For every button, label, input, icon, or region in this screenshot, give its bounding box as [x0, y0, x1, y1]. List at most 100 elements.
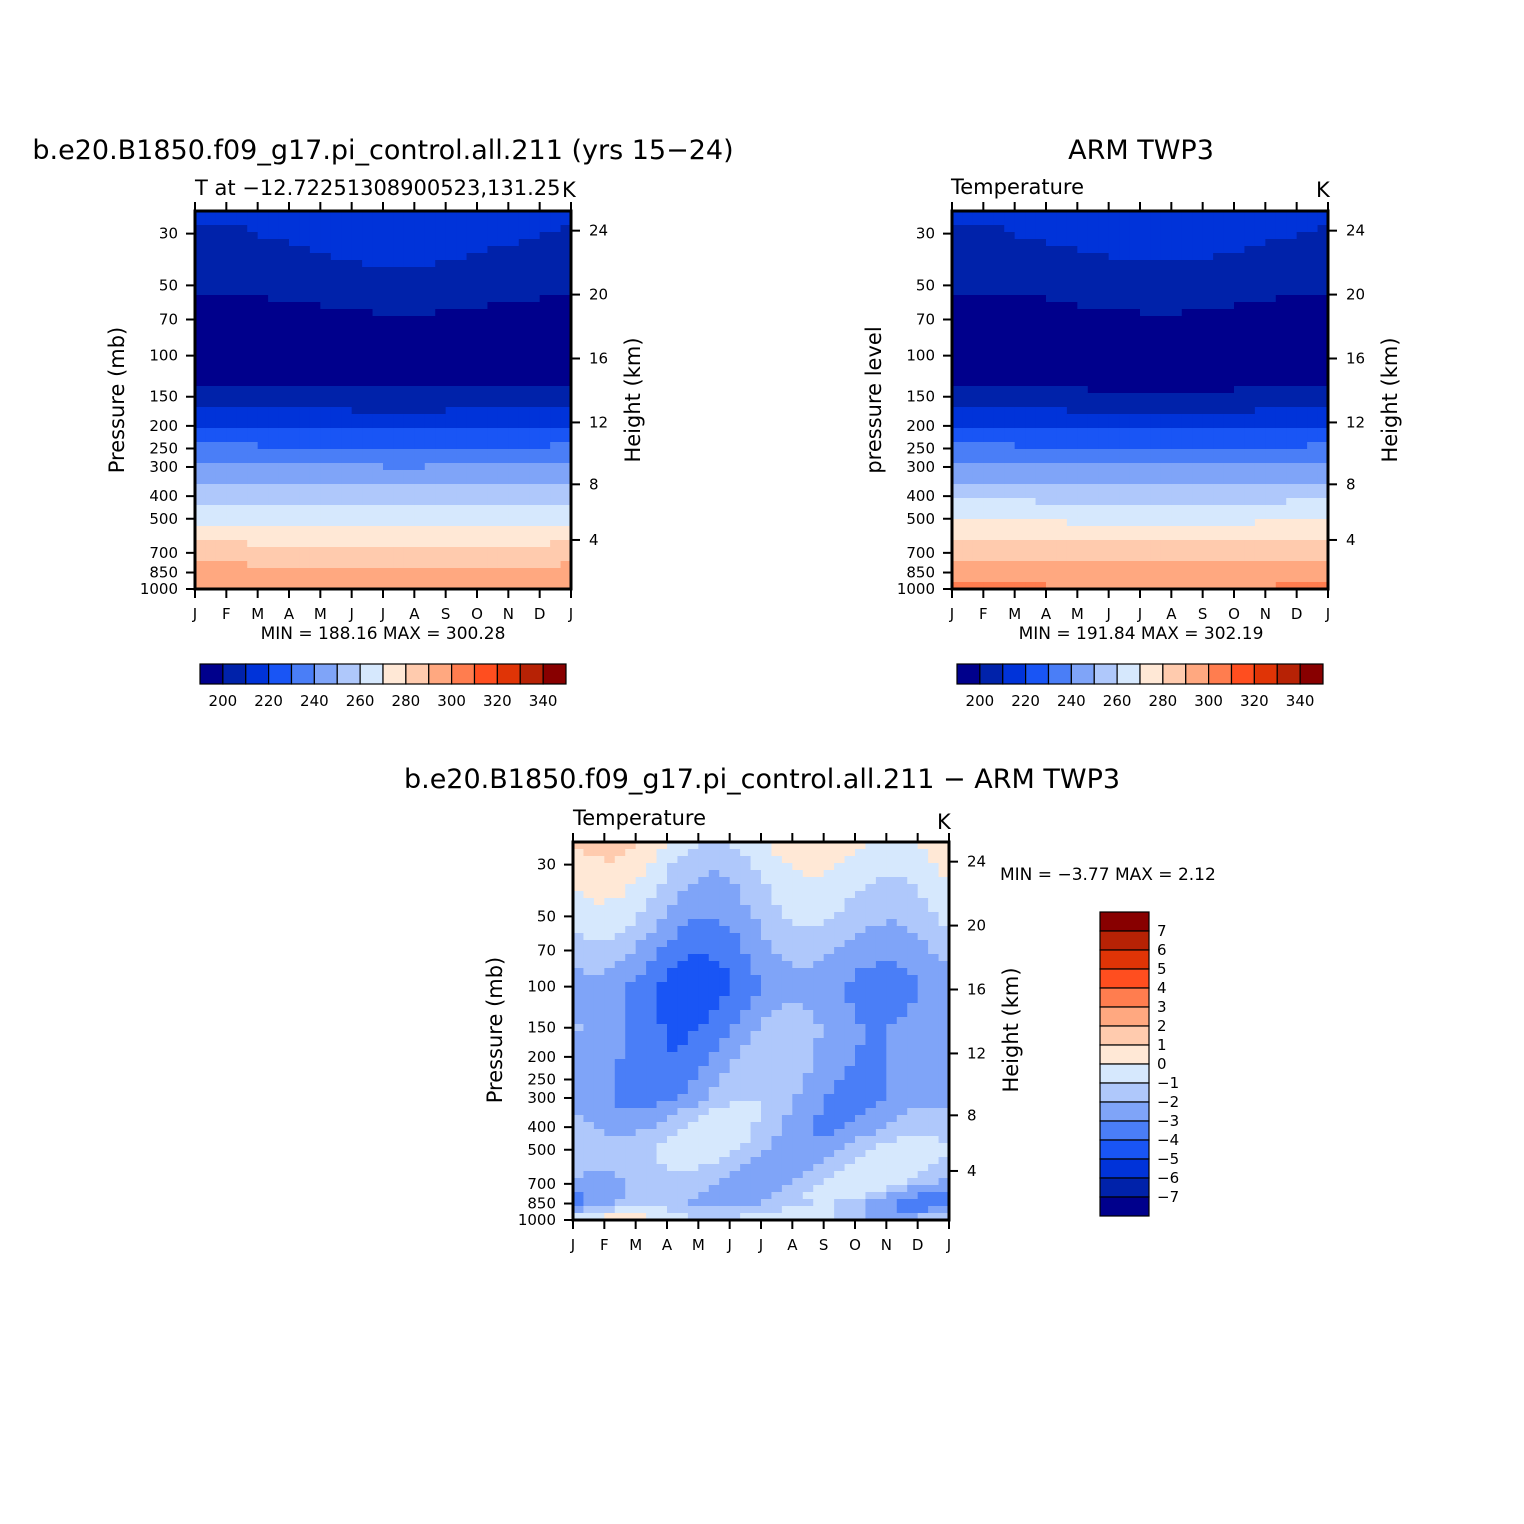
contour-cell: [1254, 407, 1266, 415]
contour-cell: [917, 989, 929, 997]
contour-cell: [1025, 512, 1037, 520]
contour-cell: [1119, 393, 1131, 401]
contour-cell: [1077, 386, 1089, 394]
contour-cell: [1171, 211, 1183, 219]
contour-cell: [278, 295, 290, 303]
contour-cell: [424, 365, 436, 373]
contour-cell: [1150, 505, 1162, 513]
contour-cell: [1098, 232, 1110, 240]
contour-cell: [351, 253, 363, 261]
contour-cell: [604, 849, 616, 857]
contour-cell: [320, 218, 332, 226]
contour-cell: [341, 323, 353, 331]
contour-cell: [1140, 568, 1152, 576]
contour-cell: [1129, 463, 1141, 471]
contour-cell: [1307, 477, 1319, 485]
contour-cell: [1223, 225, 1235, 233]
contour-cell: [195, 260, 207, 268]
contour-cell: [1286, 484, 1298, 492]
contour-cell: [372, 421, 384, 429]
contour-cell: [351, 379, 363, 387]
contour-cell: [1265, 337, 1277, 345]
contour-cell: [1192, 477, 1204, 485]
contour-cell: [560, 302, 572, 310]
contour-cell: [1286, 246, 1298, 254]
contour-cell: [1077, 484, 1089, 492]
contour-cell: [667, 898, 679, 906]
contour-cell: [1025, 218, 1037, 226]
contour-cell: [972, 554, 984, 562]
contour-cell: [719, 863, 731, 871]
contour-cell: [1108, 295, 1120, 303]
contour-cell: [1213, 246, 1225, 254]
contour-cell: [1275, 225, 1287, 233]
contour-cell: [993, 484, 1005, 492]
contour-cell: [1265, 323, 1277, 331]
contour-cell: [1150, 484, 1162, 492]
contour-cell: [1171, 330, 1183, 338]
contour-cell: [667, 947, 679, 955]
contour-cell: [278, 330, 290, 338]
contour-cell: [1275, 582, 1287, 590]
contour-cell: [1265, 393, 1277, 401]
contour-cell: [445, 484, 457, 492]
contour-cell: [1265, 295, 1277, 303]
contour-cell: [698, 996, 710, 1004]
contour-cell: [1265, 267, 1277, 275]
contour-cell: [257, 575, 269, 583]
contour-cell: [750, 933, 762, 941]
y2-tick-label: 24: [1346, 222, 1365, 240]
contour-cell: [330, 316, 342, 324]
contour-cell: [456, 288, 468, 296]
contour-cell: [1234, 582, 1246, 590]
contour-cell: [539, 316, 551, 324]
contour-cell: [351, 211, 363, 219]
contour-cell: [278, 477, 290, 485]
contour-cell: [403, 316, 415, 324]
contour-cell: [393, 393, 405, 401]
contour-cell: [1265, 351, 1277, 359]
contour-cell: [1160, 239, 1172, 247]
contour-cell: [1317, 449, 1329, 457]
contour-cell: [1056, 281, 1068, 289]
contour-cell: [667, 1003, 679, 1011]
contour-cell: [518, 421, 530, 429]
contour-cell: [435, 232, 447, 240]
contour-cell: [497, 253, 509, 261]
contour-cell: [257, 323, 269, 331]
contour-cell: [247, 582, 259, 590]
contour-cell: [1244, 442, 1256, 450]
contour-cell: [1014, 358, 1026, 366]
contour-cell: [393, 211, 405, 219]
contour-cell: [1119, 582, 1131, 590]
contour-cell: [1307, 386, 1319, 394]
contour-cell: [1254, 414, 1266, 422]
contour-cell: [518, 316, 530, 324]
y2-tick-label: 16: [1346, 350, 1365, 368]
contour-cell: [330, 519, 342, 527]
contour-cell: [445, 309, 457, 317]
contour-cell: [687, 940, 699, 948]
contour-cell: [1129, 393, 1141, 401]
contour-cell: [1140, 316, 1152, 324]
contour-cell: [445, 239, 457, 247]
contour-cell: [952, 358, 964, 366]
contour-cell: [508, 568, 520, 576]
contour-cell: [781, 919, 793, 927]
contour-cell: [529, 232, 541, 240]
contour-cell: [1014, 582, 1026, 590]
contour-cell: [456, 232, 468, 240]
contour-cell: [215, 477, 227, 485]
contour-cell: [403, 330, 415, 338]
contour-cell: [477, 323, 489, 331]
contour-cell: [1254, 239, 1266, 247]
contour-cell: [1286, 470, 1298, 478]
contour-cell: [1296, 218, 1308, 226]
contour-cell: [1150, 379, 1162, 387]
contour-cell: [195, 547, 207, 555]
contour-cell: [1129, 218, 1141, 226]
contour-cell: [983, 344, 995, 352]
contour-cell: [550, 288, 562, 296]
contour-cell: [1317, 435, 1329, 443]
contour-cell: [1296, 519, 1308, 527]
